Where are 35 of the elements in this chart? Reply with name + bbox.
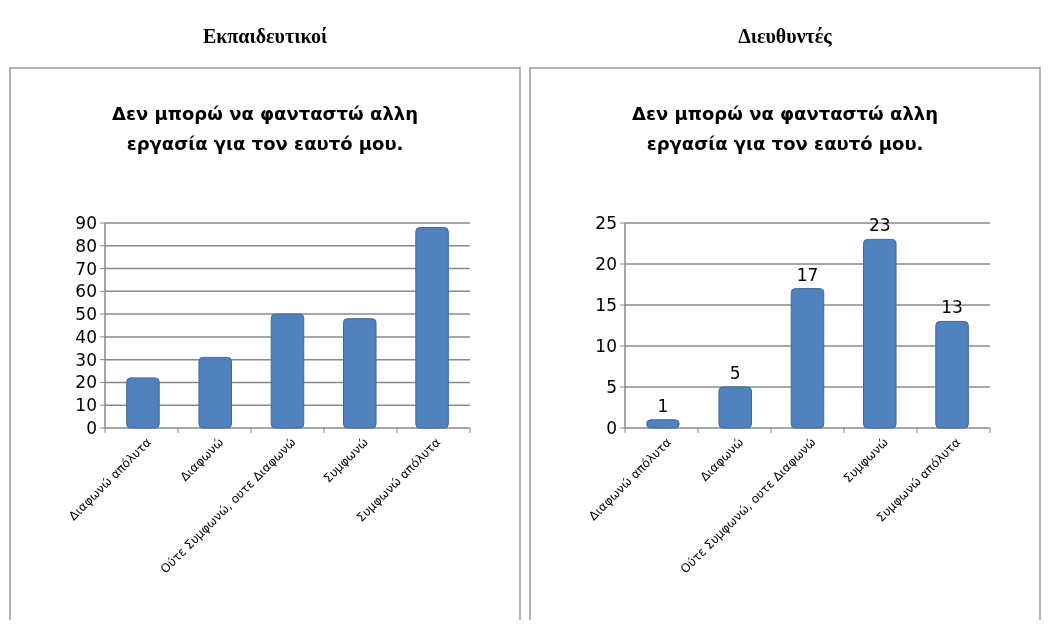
- chart-title: Διευθυντές: [738, 25, 833, 48]
- y-tick-label: 0: [606, 417, 617, 438]
- y-tick-label: 20: [75, 372, 97, 393]
- bar: [126, 377, 160, 429]
- y-tick-label: 10: [595, 335, 617, 356]
- y-tick-label: 20: [595, 253, 617, 274]
- y-tick-label: 5: [606, 376, 617, 397]
- y-tick-label: 60: [75, 281, 97, 302]
- bar: [718, 386, 752, 429]
- data-label: 5: [729, 363, 741, 383]
- chart-subtitle: Δεν μπορώ να φανταστώ αλλη εργασία για τον εαυτό μου.: [632, 103, 938, 154]
- y-tick-label: 50: [75, 304, 97, 325]
- data-label: 17: [796, 264, 819, 285]
- bar: [415, 227, 449, 429]
- data-label: 13: [941, 297, 963, 318]
- y-tick-label: 10: [75, 395, 97, 416]
- data-label: 23: [868, 215, 891, 236]
- y-tick-label: 0: [86, 417, 97, 438]
- y-tick-label: 90: [75, 212, 97, 233]
- data-label: 1: [657, 395, 669, 416]
- bar: [935, 320, 969, 429]
- bar: [646, 419, 680, 429]
- y-tick-label: 15: [595, 294, 617, 315]
- y-tick-label: 40: [75, 326, 97, 347]
- y-tick-label: 30: [75, 349, 97, 370]
- bar: [198, 356, 232, 429]
- bar: [863, 238, 897, 429]
- y-tick-label: 70: [75, 258, 97, 279]
- bar: [270, 313, 305, 429]
- bar: [343, 318, 377, 429]
- y-tick-label: 80: [75, 235, 97, 256]
- bar: [790, 288, 825, 429]
- chart-title: Εκπαιδευτικοί: [202, 25, 328, 47]
- chart-subtitle: Δεν μπορώ να φανταστώ αλλη εργασία για τον εαυτό μου.: [112, 103, 418, 154]
- y-tick-label: 25: [595, 212, 617, 233]
